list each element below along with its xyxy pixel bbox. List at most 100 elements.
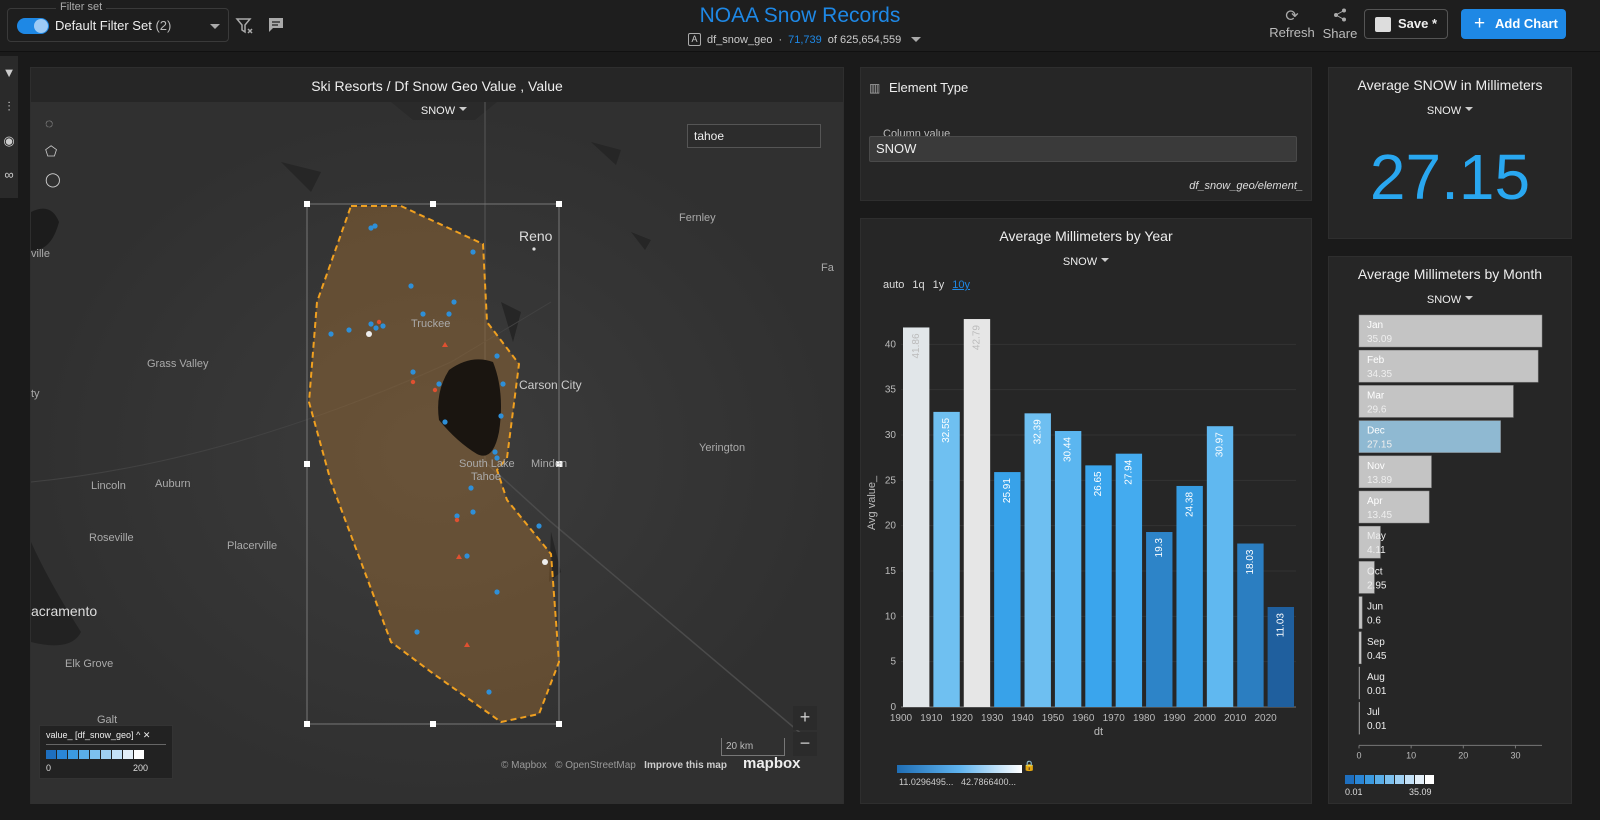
share-button[interactable]: Share	[1320, 8, 1360, 41]
filter-set-selector[interactable]: Filter set Default Filter Set (2)	[7, 1, 229, 42]
data-label: 0.01	[1367, 686, 1387, 697]
x-tick-label: 10	[1406, 750, 1416, 760]
data-label: 42.79	[972, 325, 983, 350]
plus-icon: +	[1474, 13, 1486, 34]
bar	[903, 327, 930, 707]
bar	[994, 472, 1021, 707]
clear-filter-icon[interactable]	[235, 16, 255, 36]
chevron-down-icon	[1101, 258, 1110, 266]
x-tick-label: 20	[1458, 750, 1468, 760]
year-chart-tab[interactable]: SNOW	[1041, 253, 1131, 273]
y-tick-label: 10	[885, 611, 897, 622]
bar	[1358, 455, 1432, 489]
place-label: South Lake	[459, 458, 515, 470]
x-tick-label: 2000	[1194, 713, 1217, 724]
x-tick-label: 1940	[1011, 713, 1034, 724]
place-label: Roseville	[89, 532, 134, 544]
bar	[1146, 532, 1173, 707]
category-label: Apr	[1367, 496, 1383, 507]
data-label: 0.6	[1367, 616, 1381, 627]
palette-icon[interactable]: ◉	[3, 133, 15, 148]
month-chart-tab[interactable]: SNOW	[1405, 291, 1495, 311]
attribution-mapbox[interactable]: © Mapbox	[501, 760, 547, 771]
year-legend-max: 42.7866400...	[961, 777, 1017, 787]
data-label: 26.65	[1093, 471, 1104, 496]
place-label: Placerville	[227, 540, 278, 552]
place-label: acramento	[31, 603, 98, 619]
map-panel-title: Ski Resorts / Df Snow Geo Value , Value	[311, 78, 563, 94]
x-tick-label: 1980	[1133, 713, 1156, 724]
map-canvas[interactable]: SNOW ◌ ⬠ ◯ tahoe Reno Fernley Truckee Ca…	[31, 102, 843, 804]
data-label: 11.03	[1275, 613, 1286, 638]
bar	[1176, 485, 1203, 707]
interval-auto[interactable]: auto	[883, 279, 905, 291]
place-label: Yerington	[699, 442, 746, 454]
interval-10y[interactable]: 10y	[952, 279, 971, 291]
place-label: Lincoln	[91, 480, 126, 492]
map-panel: Ski Resorts / Df Snow Geo Value , Value	[30, 67, 844, 804]
filter-set-toggle[interactable]	[17, 18, 49, 34]
filter-icon[interactable]: ▼	[2, 65, 16, 80]
data-label: 35.09	[1367, 334, 1392, 345]
dataset-info[interactable]: A df_snow_geo · 71,739 of 625,654,559	[688, 32, 922, 47]
column-value-field[interactable]: SNOW	[869, 136, 1297, 162]
data-label: 19.3	[1154, 538, 1165, 558]
month-legend-min: 0.01	[1345, 787, 1363, 797]
kpi-tab[interactable]: SNOW	[1405, 102, 1495, 122]
filter-set-label: Default Filter Set	[55, 18, 152, 33]
map-search-input[interactable]: tahoe	[687, 124, 821, 148]
category-label: Nov	[1367, 461, 1385, 472]
year-legend-gradient	[897, 765, 1022, 773]
refresh-button[interactable]: ⟳ Refresh	[1268, 8, 1316, 40]
refresh-icon: ⟳	[1285, 8, 1299, 25]
attribution-osm[interactable]: © OpenStreetMap	[555, 760, 636, 771]
close-icon[interactable]: ✕	[142, 730, 151, 740]
add-chart-button[interactable]: + Add Chart	[1461, 9, 1566, 39]
circle-select-icon[interactable]: ◌	[45, 115, 54, 131]
mapbox-logo: mapbox	[743, 755, 801, 772]
dashboard-title[interactable]: NOAA Snow Records	[699, 4, 901, 27]
interval-1y[interactable]: 1y	[932, 279, 945, 291]
y-tick-label: 5	[890, 657, 896, 668]
save-button[interactable]: Save *	[1364, 9, 1448, 39]
year-legend-min: 11.0296495...	[899, 777, 954, 787]
data-label: 27.94	[1124, 459, 1135, 484]
comment-icon[interactable]	[266, 16, 286, 36]
bar	[1358, 701, 1360, 735]
data-label: 13.89	[1367, 475, 1392, 486]
x-tick-label: 1990	[1163, 713, 1186, 724]
improve-map-link[interactable]: Improve this map	[644, 760, 727, 771]
chevron-down-icon	[210, 24, 220, 34]
chevron-down-icon	[1465, 296, 1474, 304]
place-label: Carson City	[519, 378, 582, 392]
bar	[1237, 543, 1264, 707]
zoom-out-button[interactable]: −	[793, 732, 817, 756]
x-tick-label: 0	[1356, 750, 1361, 760]
category-label: Oct	[1367, 566, 1383, 577]
year-bar-chart: 0 5 10 15 20 25 30 35 40 41.86 1900 32.55 1910 42.79 1…	[866, 319, 1296, 738]
data-label: 25.91	[1002, 478, 1013, 503]
lasso-select-icon[interactable]: ◯	[45, 171, 61, 187]
filter-set-count: (2)	[155, 18, 172, 33]
sliders-icon[interactable]: ⫶	[7, 99, 11, 114]
y-tick-label: 25	[885, 475, 897, 486]
data-label: 2.95	[1367, 580, 1387, 591]
link-icon[interactable]: ∞	[4, 167, 14, 182]
category-label: May	[1367, 531, 1386, 542]
chevron-up-icon[interactable]: ^	[136, 730, 141, 740]
category-label: Sep	[1367, 637, 1385, 648]
polygon-select-icon[interactable]: ⬠	[45, 143, 58, 159]
month-chart-tab-label: SNOW	[1426, 294, 1462, 306]
bar	[933, 411, 960, 707]
lock-icon[interactable]: 🔒	[1023, 761, 1036, 772]
dataset-icon: A	[688, 33, 701, 46]
interval-1q[interactable]: 1q	[912, 279, 925, 291]
legend-min: 0	[46, 763, 52, 773]
zoom-in-button[interactable]: +	[793, 706, 817, 730]
data-label: 4.11	[1367, 545, 1386, 556]
month-legend-max: 35.09	[1409, 787, 1432, 797]
filter-widget-icon: ▥	[869, 81, 881, 95]
map-layer-tab[interactable]: SNOW	[399, 102, 489, 122]
data-label: 13.45	[1367, 510, 1392, 521]
map-legend-title-text: value_ [df_snow_geo]	[46, 730, 134, 740]
